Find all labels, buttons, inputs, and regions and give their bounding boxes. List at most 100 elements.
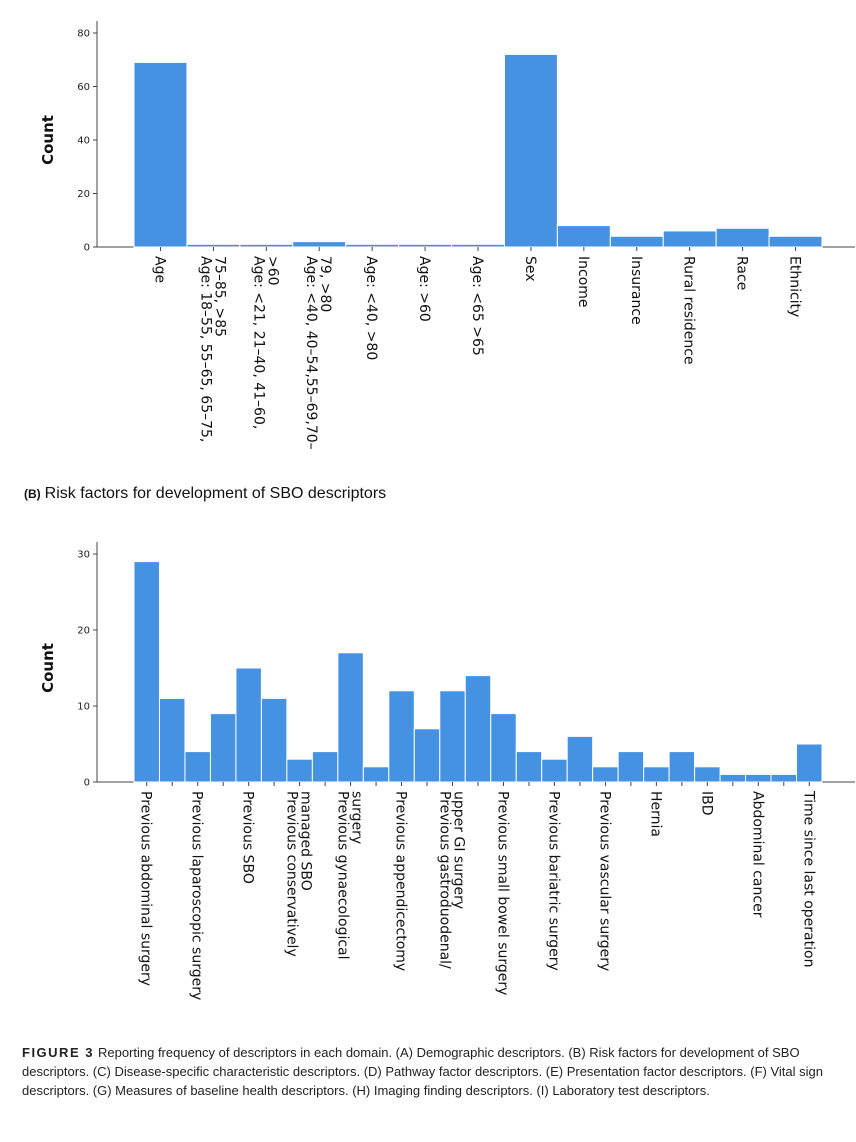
x-tick-label-line: Age xyxy=(151,256,167,283)
x-tick-label-line: upper GI surgery xyxy=(451,791,467,909)
x-tick-label-line: 75–85, >85 xyxy=(211,256,227,337)
x-tick-label-line: Sex xyxy=(522,256,538,282)
bar-1-6 xyxy=(286,758,313,783)
x-tick-label-line: Race xyxy=(734,256,750,290)
x-tick-label: Insurance xyxy=(628,256,644,325)
x-tick-label-line: Previous vascular surgery xyxy=(596,791,612,971)
x-tick-label: Previous SBO xyxy=(240,791,256,884)
x-tick-label: Race xyxy=(734,256,750,290)
x-tick-label-line: Income xyxy=(575,256,591,308)
x-tick-label-line: 79, >80 xyxy=(317,256,333,312)
bar-1-9 xyxy=(362,766,390,783)
bar-1-24 xyxy=(745,773,772,783)
x-tick-label: Age xyxy=(151,256,167,283)
bar-1-0 xyxy=(133,561,160,783)
section-b-title: (B) Risk factors for development of SBO d… xyxy=(24,485,386,503)
x-tick-label-line: Age: 18–55, 55–65, 65–75, xyxy=(197,256,213,442)
x-tick-label-line: surgery xyxy=(349,791,365,844)
y-tick-label: 0 xyxy=(84,778,90,789)
x-tick-label: Age: <21, 21–40, 41–60,>60 xyxy=(250,256,280,429)
x-tick-label-line: Rural residence xyxy=(681,256,697,365)
bar-1-10 xyxy=(388,690,415,783)
bar-1-13 xyxy=(464,675,492,783)
y-tick-label: 10 xyxy=(77,702,90,713)
x-tick-label-line: Age: >60 xyxy=(416,256,432,322)
x-tick-label-line: Hernia xyxy=(647,791,663,837)
bar-1-25 xyxy=(770,773,798,783)
x-tick-label: Sex xyxy=(522,256,538,282)
y-tick-label: 0 xyxy=(84,243,90,254)
x-tick-label-line: Previous SBO xyxy=(240,791,256,884)
bar-1-4 xyxy=(235,667,262,783)
y-tick-label: 20 xyxy=(77,189,90,200)
figure-caption: FIGURE 3 Reporting frequency of descripto… xyxy=(22,1043,842,1100)
x-tick-label-line: Abdominal cancer xyxy=(749,791,765,918)
x-tick-label-line: Age: <21, 21–40, 41–60, xyxy=(250,256,266,429)
y-tick-label: 40 xyxy=(77,136,90,147)
bar-1-14 xyxy=(490,713,517,783)
x-tick-label-line: Previous appendicectomy xyxy=(393,791,409,971)
y-tick-label: 20 xyxy=(77,626,90,637)
x-tick-label-line: IBD xyxy=(698,791,714,816)
x-tick-label-line: Age: <40, 40–54,55–69,70– xyxy=(303,256,319,450)
y-axis-label: Count xyxy=(39,115,57,165)
bar-1-8 xyxy=(337,652,364,783)
x-tick-label: Previous bariatric surgery xyxy=(545,791,561,971)
x-tick-label: Age: >60 xyxy=(416,256,432,322)
x-tick-label-line: >60 xyxy=(264,256,280,286)
x-tick-label: Previous laparoscopic surgery xyxy=(189,791,205,1000)
y-tick-label: 80 xyxy=(77,29,90,40)
x-tick-label-line: Previous laparoscopic surgery xyxy=(189,791,205,1000)
bar-1-21 xyxy=(668,751,696,783)
bar-1-22 xyxy=(694,766,721,783)
bar-1-2 xyxy=(184,751,211,783)
bar-1-5 xyxy=(260,697,288,783)
section-b-tag: (B) xyxy=(24,487,41,501)
x-tick-label: Income xyxy=(575,256,591,308)
x-tick-label: IBD xyxy=(698,791,714,816)
y-tick-label: 60 xyxy=(77,82,90,93)
y-axis-label: Count xyxy=(39,643,57,693)
x-tick-label-line: Insurance xyxy=(628,256,644,325)
caption-label: FIGURE 3 xyxy=(22,1045,94,1060)
x-tick-label: Hernia xyxy=(647,791,663,837)
x-tick-label: Previous conservativelymanaged SBO xyxy=(284,791,314,957)
x-tick-label-line: Time since last operation xyxy=(800,790,816,967)
x-tick-label: Age: <40, 40–54,55–69,70–79, >80 xyxy=(303,256,333,450)
chart-a: 0 20 40 60 80 Count Age Age: 18–55, 55–65, 65–7… xyxy=(39,21,855,450)
y-tick-label: 30 xyxy=(77,550,90,561)
x-tick-label-line: Previous conservatively xyxy=(284,791,300,957)
bar-0-0 xyxy=(133,61,188,248)
bar-1-19 xyxy=(617,751,645,783)
x-tick-label: Previous vascular surgery xyxy=(596,791,612,971)
x-tick-label-line: Previous small bowel surgery xyxy=(494,791,510,995)
bar-1-11 xyxy=(413,728,441,783)
bar-1-1 xyxy=(158,697,186,783)
x-tick-label-line: Ethnicity xyxy=(787,256,803,317)
x-tick-label-line: Previous gastroduodenal/ xyxy=(437,791,453,969)
bar-1-15 xyxy=(515,751,543,783)
x-tick-label: Previous gynaecologicalsurgery xyxy=(335,791,365,960)
bar-1-12 xyxy=(439,690,466,783)
bar-1-17 xyxy=(566,735,594,783)
x-tick-label: Time since last operation xyxy=(800,790,816,967)
x-tick-label: Rural residence xyxy=(681,256,697,365)
section-b-text: Risk factors for development of SBO desc… xyxy=(44,485,387,502)
caption-text: Reporting frequency of descriptors in ea… xyxy=(22,1045,823,1098)
x-tick-label: Previous gastroduodenal/upper GI surgery xyxy=(437,791,467,969)
x-tick-label: Previous appendicectomy xyxy=(393,791,409,971)
x-tick-label-line: managed SBO xyxy=(298,791,314,891)
chart-b: 0 10 20 30 Count Previous abdominal surgery Pr… xyxy=(39,542,855,1000)
x-tick-label-line: Previous gynaecological xyxy=(335,791,351,960)
bar-1-16 xyxy=(541,758,568,783)
bar-1-23 xyxy=(719,773,747,783)
x-tick-label: Ethnicity xyxy=(787,256,803,317)
x-tick-label: Abdominal cancer xyxy=(749,791,765,918)
x-tick-label-line: Age: <65 >65 xyxy=(469,256,485,356)
x-tick-label: Previous small bowel surgery xyxy=(494,791,510,995)
bar-1-7 xyxy=(311,751,339,783)
x-tick-label: Age: 18–55, 55–65, 65–75,75–85, >85 xyxy=(197,256,227,442)
bar-1-26 xyxy=(796,743,823,783)
x-tick-label: Age: <40, >80 xyxy=(363,256,379,360)
x-tick-label-line: Previous bariatric surgery xyxy=(545,791,561,971)
